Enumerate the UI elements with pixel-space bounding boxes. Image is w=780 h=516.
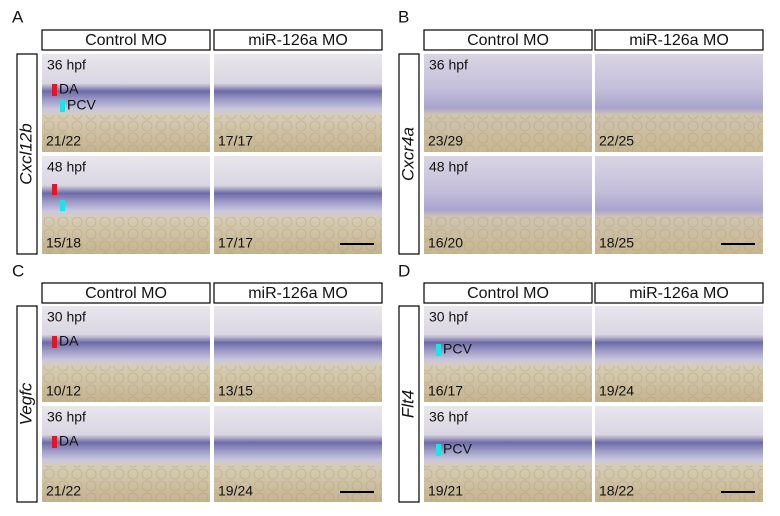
yolk-texture [424, 465, 592, 502]
unlabeled-markers [52, 184, 65, 211]
da-marker [52, 84, 57, 96]
column-header: Control MO [467, 32, 549, 49]
da-marker [52, 336, 57, 348]
da-marker [52, 436, 57, 448]
embryo-count: 13/15 [218, 383, 253, 399]
gene-label: Cxcl12b [16, 123, 35, 184]
embryo-count: 18/22 [599, 483, 634, 499]
yolk-texture [424, 216, 592, 254]
annotation-label: PCV [443, 341, 472, 357]
yolk-texture [42, 365, 210, 402]
column-header-box [213, 282, 383, 304]
column-header-box [594, 282, 764, 304]
embryo-count: 16/20 [428, 235, 463, 251]
embryo-count: 19/24 [218, 483, 253, 499]
pcv-marker [60, 200, 65, 211]
gene-box [16, 53, 38, 255]
yolk-texture [424, 114, 592, 152]
gene-label: Cxcr4a [398, 127, 417, 181]
yolk-texture [42, 216, 210, 254]
annotation-label: DA [59, 81, 79, 97]
stage-label: 36 hpf [47, 57, 86, 73]
gene-box [16, 305, 38, 503]
column-header: miR-126a MO [629, 285, 729, 302]
column-header-box [213, 29, 383, 51]
stage-label: 30 hpf [429, 309, 468, 325]
column-header: miR-126a MO [248, 285, 348, 302]
yolk-texture [595, 465, 763, 502]
embryo-count: 17/17 [218, 235, 253, 251]
pcv-marker [436, 344, 441, 356]
annotation-label: PCV [443, 441, 472, 457]
embryo-count: 15/18 [46, 235, 81, 251]
pcv-marker [60, 100, 65, 112]
gene-box [398, 305, 420, 503]
embryo-count: 21/22 [46, 133, 81, 149]
gene-label: Vegfc [16, 382, 35, 425]
column-header: miR-126a MO [248, 32, 348, 49]
yolk-texture [595, 365, 763, 402]
column-header: miR-126a MO [629, 32, 729, 49]
embryo-count: 22/25 [599, 133, 634, 149]
panel-letter: B [398, 7, 409, 26]
embryo-count: 10/12 [46, 383, 81, 399]
stage-label: 48 hpf [429, 159, 468, 175]
embryo-count: 21/22 [46, 483, 81, 499]
yolk-texture [42, 114, 210, 152]
embryo-count: 17/17 [218, 133, 253, 149]
stage-label: 36 hpf [47, 409, 86, 425]
embryo-count: 19/21 [428, 483, 463, 499]
column-header-box [423, 282, 593, 304]
embryo-count: 19/24 [599, 383, 634, 399]
gene-label: Flt4 [398, 390, 417, 418]
pcv-marker [436, 444, 441, 456]
column-header-box [41, 29, 211, 51]
annotation-label: DA [59, 333, 79, 349]
stage-label: 30 hpf [47, 309, 86, 325]
stage-label: 36 hpf [429, 409, 468, 425]
column-header-box [423, 29, 593, 51]
yolk-texture [424, 365, 592, 402]
panel-letter: D [398, 261, 410, 280]
annotation-label: DA [59, 433, 79, 449]
panel-letter: C [12, 261, 24, 280]
yolk-texture [595, 114, 763, 152]
yolk-texture [595, 216, 763, 254]
annotation-label: PCV [67, 97, 96, 113]
embryo-count: 23/29 [428, 133, 463, 149]
column-header-box [41, 282, 211, 304]
da-marker [52, 184, 57, 195]
yolk-texture [214, 216, 382, 254]
embryo-count: 16/17 [428, 383, 463, 399]
panel-letter: A [12, 7, 24, 26]
embryo-count: 18/25 [599, 235, 634, 251]
gene-box [398, 53, 420, 255]
yolk-texture [214, 465, 382, 502]
yolk-texture [42, 465, 210, 502]
yolk-texture [214, 114, 382, 152]
column-header: Control MO [85, 285, 167, 302]
stage-label: 48 hpf [47, 159, 86, 175]
yolk-texture [214, 365, 382, 402]
stage-label: 36 hpf [429, 57, 468, 73]
column-header-box [594, 29, 764, 51]
column-header: Control MO [467, 285, 549, 302]
column-header: Control MO [85, 32, 167, 49]
